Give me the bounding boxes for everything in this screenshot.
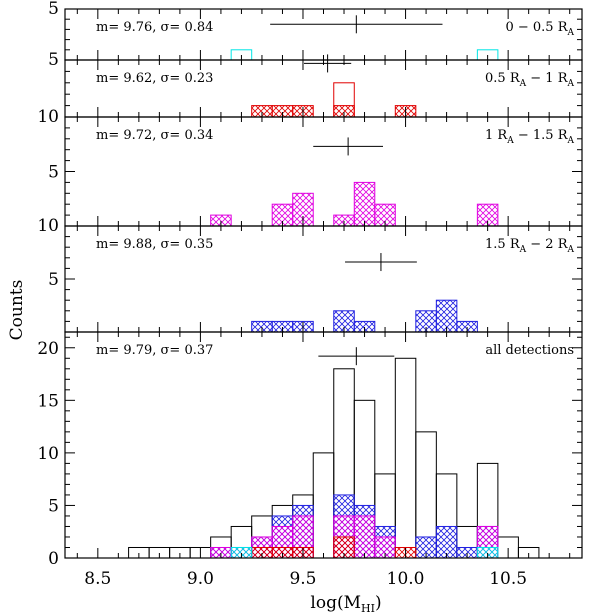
hist-bar-p5-s0 <box>394 357 417 559</box>
panel-label-sub: A <box>567 79 575 89</box>
x-tick-label-4: 10.5 <box>489 569 527 589</box>
x-axis-label-close: ) <box>375 593 382 613</box>
y-axis-label: Counts <box>7 280 27 341</box>
x-tick-label-1: 9.0 <box>187 569 214 589</box>
panel-p1: 5 m= 9.76, σ= 0.84 0 − 0.5 RA <box>48 0 583 61</box>
panel-label-sub: A <box>567 136 575 146</box>
panel-stats-p2: m= 9.62, σ= 0.23 <box>96 71 213 86</box>
x-axis-label: log(MHI) <box>310 593 381 614</box>
y-tick-label-p4-0: 5 <box>48 270 59 290</box>
panel-label-p1: 0 − 0.5 RA <box>505 20 574 38</box>
panel-label-part: all detections <box>485 343 574 358</box>
x-tick-label-3: 10.0 <box>387 569 425 589</box>
panel-label-p3: 1 RA − 1.5 RA <box>485 128 574 146</box>
x-axis-label-sub: HI <box>361 602 375 614</box>
panel-label-part: − 1 R <box>526 71 569 86</box>
hist-bar-p5-s2 <box>353 515 376 559</box>
y-tick-label-p4-1: 10 <box>37 216 59 236</box>
panel-label-p2: 0.5 RA − 1 RA <box>485 71 574 89</box>
panel-label-p5: all detections <box>485 343 574 358</box>
x-axis-label-main: log(M <box>310 593 361 613</box>
panel-label-p4: 1.5 RA − 2 RA <box>485 237 574 255</box>
panel-stats-p4: m= 9.88, σ= 0.35 <box>96 237 213 252</box>
panel-p5: 0 5 10 15 20 m= 9.79, σ= 0.37 all detections 8.… <box>37 331 583 589</box>
y-tick-label-p5-0: 0 <box>48 549 59 569</box>
panel-label-part: − 2 R <box>526 237 569 252</box>
panel-stats-p3: m= 9.72, σ= 0.34 <box>96 128 213 143</box>
panel-label-part: 1.5 R <box>485 237 521 252</box>
y-tick-label-p5-4: 20 <box>37 339 59 359</box>
panel-label-sub: A <box>567 28 575 38</box>
panel-label-sub: A <box>567 245 575 255</box>
x-tick-label-2: 9.5 <box>289 569 316 589</box>
panel-label-part: − 1.5 R <box>514 128 569 143</box>
panel-stats-p1: m= 9.76, σ= 0.84 <box>96 20 213 35</box>
y-tick-label-p1-0: 5 <box>48 0 59 19</box>
panel-stats-p5: m= 9.79, σ= 0.37 <box>96 343 213 358</box>
y-tick-label-p3-0: 5 <box>48 163 59 183</box>
y-tick-label-p5-3: 15 <box>37 391 59 411</box>
panel-label-sub: A <box>519 79 527 89</box>
panel-label-part: 1 R <box>485 128 508 143</box>
y-tick-label-p2-0: 5 <box>48 50 59 70</box>
x-tick-label-0: 8.5 <box>84 569 111 589</box>
y-tick-label-p5-2: 10 <box>37 444 59 464</box>
panel-label-sub: A <box>506 136 514 146</box>
panel-label-part: 0.5 R <box>485 71 521 86</box>
panel-frame-p5 <box>64 331 583 559</box>
y-tick-label-p3-1: 10 <box>37 107 59 127</box>
panel-p2: 5m= 9.62, σ= 0.23 0.5 RA − 1 RA <box>48 50 583 118</box>
panel-frame-p2 <box>64 59 583 118</box>
y-tick-label-p5-1: 5 <box>48 496 59 516</box>
panel-label-part: 0 − 0.5 R <box>505 20 568 35</box>
hist-bar-p5-s0 <box>312 452 335 559</box>
panel-label-sub: A <box>519 245 527 255</box>
hist-bar-p3-s0 <box>353 181 376 227</box>
